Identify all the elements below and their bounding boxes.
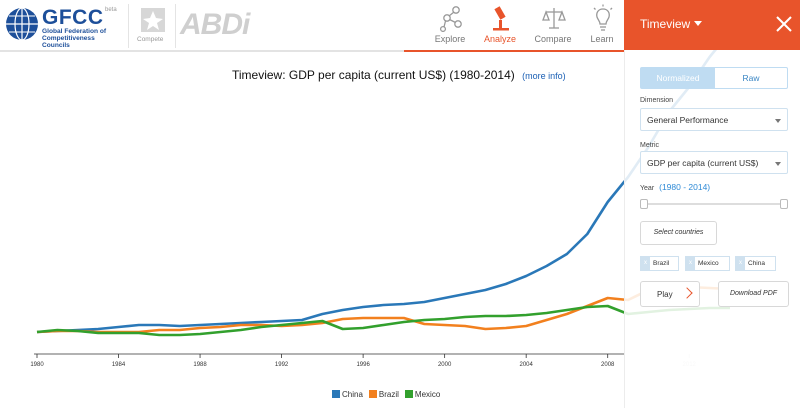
legend-label: Brazil	[378, 390, 399, 399]
chevron-right-icon	[681, 287, 693, 299]
toggle-normalized[interactable]: Normalized	[641, 68, 715, 88]
metric-value: GDP per capita (current US$)	[647, 158, 759, 168]
gfcc-logo[interactable]: GFCC beta Global Federation of Competiti…	[4, 4, 122, 49]
scale-icon	[542, 8, 566, 29]
nav-explore-label: Explore	[434, 34, 466, 44]
series-line-brazil[interactable]	[36, 282, 731, 334]
series-line-mexico[interactable]	[36, 304, 730, 337]
country-tag-brazil: x Brazil	[640, 256, 679, 271]
dimension-label: Dimension	[640, 97, 674, 104]
x-tick-label: 1996	[356, 362, 370, 368]
nav-learn[interactable]: Learn	[576, 2, 628, 48]
x-tick-label: 1980	[30, 362, 44, 368]
lightbulb-icon	[593, 4, 613, 31]
chart-title-text: Timeview: GDP per capita (current US$) (…	[232, 68, 515, 82]
x-tick-label: 1984	[112, 362, 126, 368]
chart-legend: China Brazil Mexico	[332, 384, 446, 399]
chart-title: Timeview: GDP per capita (current US$) (…	[232, 68, 566, 82]
legend-swatch	[332, 390, 340, 398]
year-label-text: Year	[640, 185, 655, 192]
close-icon[interactable]	[774, 14, 794, 34]
microscope-icon	[493, 6, 509, 31]
header-divider	[0, 50, 410, 52]
legend-item-brazil[interactable]: Brazil	[368, 390, 399, 399]
chevron-down-icon	[775, 119, 781, 123]
country-tag-label: China	[748, 260, 765, 267]
legend-item-mexico[interactable]: Mexico	[404, 390, 441, 399]
nav-learn-label: Learn	[590, 34, 614, 44]
nav-compare[interactable]: Compare	[527, 2, 579, 48]
country-tag-label: Brazil	[653, 260, 670, 267]
beta-badge: beta	[105, 7, 117, 13]
remove-brazil-button[interactable]: x	[641, 257, 650, 270]
play-button[interactable]: Play	[640, 281, 700, 307]
nav-explore[interactable]: Explore	[424, 2, 476, 48]
compete-icon	[141, 8, 165, 32]
logo-subtitle: Global Federation of Competitiveness Cou…	[42, 28, 107, 49]
x-tick-label: 1988	[193, 362, 207, 368]
country-tag-label: Mexico	[698, 260, 719, 267]
compete-label: Compete	[137, 36, 164, 43]
legend-item-china[interactable]: China	[332, 390, 363, 399]
x-tick-label: 1992	[275, 362, 289, 368]
remove-china-button[interactable]: x	[736, 257, 745, 270]
panel-header: Timeview	[624, 0, 800, 50]
select-countries-button[interactable]: Select countries	[640, 221, 717, 245]
x-tick-label: 2000	[438, 362, 452, 368]
x-tick-label: 2008	[601, 362, 615, 368]
network-icon	[439, 6, 462, 32]
toggle-raw[interactable]: Raw	[742, 73, 760, 83]
chart-series	[36, 31, 732, 337]
legend-swatch	[368, 390, 377, 398]
abdi-logo[interactable]: ABDi	[180, 8, 250, 41]
caret-down-icon	[694, 21, 703, 26]
compete-link[interactable]: Compete	[128, 4, 176, 48]
nav-compare-label: Compare	[534, 34, 572, 44]
panel-title: Timeview	[640, 17, 691, 31]
chart-axis: 198019841988199219962000200420082012	[30, 353, 697, 368]
dimension-value: General Performance	[647, 115, 729, 125]
legend-label: China	[342, 390, 363, 399]
more-info-link[interactable]: (more info)	[522, 71, 566, 81]
nav-analyze[interactable]: Analyze	[474, 2, 526, 48]
header-active-indicator	[404, 50, 624, 52]
globe-icon	[6, 7, 38, 41]
dimension-select[interactable]: General Performance	[640, 108, 788, 131]
chevron-down-icon	[775, 162, 781, 166]
country-tag-china: x China	[735, 256, 776, 271]
year-slider-min-handle[interactable]	[640, 199, 648, 209]
remove-mexico-button[interactable]: x	[686, 257, 695, 270]
series-line-china[interactable]	[36, 31, 732, 334]
metric-select[interactable]: GDP per capita (current US$)	[640, 151, 788, 174]
legend-label: Mexico	[414, 390, 441, 399]
year-label: Year (1980 - 2014)	[640, 182, 710, 192]
metric-label: Metric	[640, 142, 660, 149]
country-tag-mexico: x Mexico	[685, 256, 730, 271]
x-tick-label: 2004	[519, 362, 533, 368]
nav-analyze-label: Analyze	[483, 34, 517, 44]
logo-name: GFCC	[42, 6, 104, 29]
legend-swatch	[404, 390, 413, 398]
download-pdf-button[interactable]: Download PDF	[718, 281, 789, 307]
year-slider-track[interactable]	[644, 203, 784, 205]
year-range-text: (1980 - 2014)	[659, 182, 711, 192]
normalization-toggle: Normalized Raw	[640, 67, 788, 89]
year-slider-max-handle[interactable]	[780, 199, 788, 209]
play-label: Play	[657, 290, 673, 299]
panel-title-dropdown[interactable]: Timeview	[640, 17, 703, 31]
